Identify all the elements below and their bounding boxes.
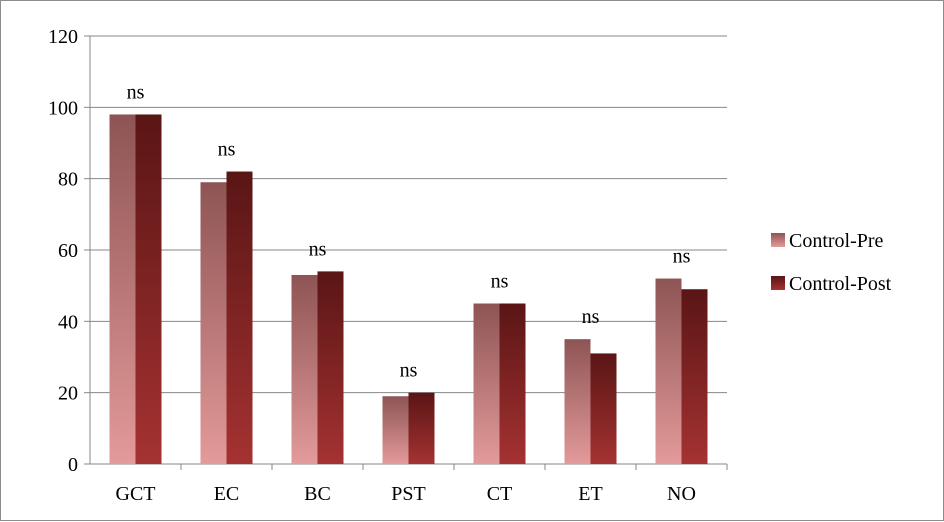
bar-pst-series-1 [382, 396, 409, 464]
bar-bc-series-2 [317, 271, 344, 464]
significance-annotation: ns [400, 360, 418, 382]
significance-annotation: ns [309, 238, 327, 260]
x-tick-label: CT [487, 483, 513, 505]
x-tick-label: BC [304, 483, 331, 505]
significance-annotation: ns [491, 271, 509, 293]
bar-no-series-1 [655, 278, 682, 464]
legend-swatch-series-1 [771, 233, 785, 247]
bar-bc-series-1 [291, 274, 318, 464]
x-tick-label: EC [214, 483, 240, 505]
x-tick-label: NO [667, 483, 696, 505]
significance-annotation: ns [673, 246, 691, 268]
bar-ec-series-1 [200, 182, 227, 464]
x-tick-label: ET [578, 483, 602, 505]
significance-annotation: ns [127, 81, 145, 103]
x-tick-label: PST [391, 483, 425, 505]
bar-ct-series-1 [473, 303, 500, 464]
significance-annotation: ns [582, 306, 600, 328]
y-tick-label: 40 [58, 311, 78, 333]
y-tick-label: 60 [58, 240, 78, 262]
y-tick-label: 0 [68, 454, 78, 476]
bar-pst-series-2 [408, 392, 435, 464]
y-tick-label: 80 [58, 169, 78, 191]
significance-annotation: ns [218, 139, 236, 161]
x-tick-label: GCT [116, 483, 156, 505]
legend-label-series-1: Control-Pre [789, 230, 884, 252]
bar-ct-series-2 [499, 303, 526, 464]
legend-swatch-series-2 [771, 276, 785, 290]
labels: 0 20 40 60 80 100 120 GCT ns EC ns BC ns PST ns CT ns ET n… [48, 26, 696, 505]
y-tick-label: 20 [58, 383, 78, 405]
bar-gct-series-2 [135, 114, 162, 464]
y-tick-label: 120 [48, 26, 78, 48]
bar-et-series-1 [564, 339, 591, 464]
grid-lines [90, 35, 727, 394]
bar-gct-series-1 [109, 114, 136, 464]
legend: Control-Pre Control-Post [771, 230, 892, 295]
bar-ec-series-2 [226, 171, 253, 465]
legend-label-series-2: Control-Post [789, 273, 892, 295]
y-tick-label: 100 [48, 97, 78, 119]
bar-et-series-2 [590, 353, 617, 464]
bars [109, 114, 708, 465]
bar-no-series-2 [681, 289, 708, 464]
